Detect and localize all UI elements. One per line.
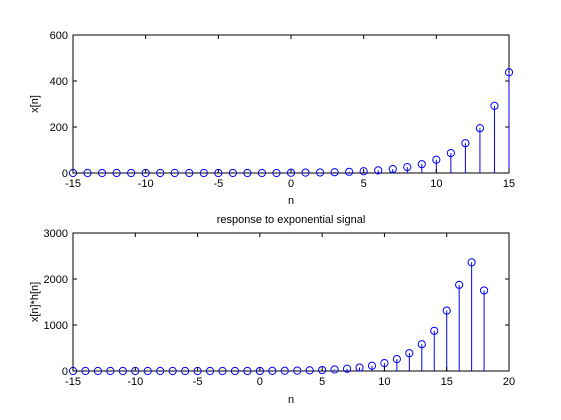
stem-marker: [228, 168, 237, 178]
y-tick-label: 1000: [44, 320, 68, 332]
stem-marker: [230, 366, 240, 376]
stem-marker: [432, 155, 441, 164]
stem-marker: [446, 149, 455, 158]
x-tick-label: -15: [65, 376, 81, 388]
stem-marker: [93, 366, 103, 376]
stem-marker: [293, 366, 302, 375]
stem-marker: [170, 168, 179, 178]
stem-marker: [156, 168, 165, 178]
stem-marker: [106, 366, 115, 376]
y-tick-label: 400: [50, 76, 68, 88]
y-tick-label: 2000: [44, 274, 68, 286]
x-tick-label: -15: [65, 178, 81, 190]
stem-marker: [374, 166, 383, 175]
stem-marker: [112, 168, 121, 178]
x-tick-label: 0: [288, 178, 294, 190]
stem-marker: [388, 164, 397, 174]
stem-marker: [442, 306, 451, 315]
stem-marker: [380, 359, 389, 368]
stem-marker: [181, 366, 190, 376]
bottom-plot-ticks: -15 -10 -5 0 5 10 15 20 0 1000 2000 3000: [44, 228, 516, 388]
stem-marker: [367, 361, 377, 370]
stem-marker: [143, 366, 152, 376]
stem-marker: [168, 366, 177, 376]
top-plot-stems: [68, 68, 514, 178]
stem-marker: [455, 280, 464, 289]
stem-marker: [504, 68, 514, 77]
y-tick-label: 0: [62, 168, 68, 180]
bottom-plot-title: response to exponential signal: [217, 214, 366, 226]
stem-marker: [359, 167, 368, 176]
x-tick-label: -10: [127, 376, 143, 388]
stem-marker: [205, 366, 215, 376]
x-tick-label: 15: [503, 178, 515, 190]
stem-marker: [479, 286, 489, 295]
top-plot-axes-box: [72, 34, 510, 174]
stem-marker: [305, 366, 314, 375]
stem-marker: [185, 168, 194, 178]
x-tick-label: -5: [193, 376, 203, 388]
stem-marker: [430, 326, 439, 335]
y-tick-label: 600: [50, 30, 68, 42]
bottom-plot-stems: [68, 258, 489, 376]
x-tick-label: 15: [441, 376, 453, 388]
x-tick-label: 0: [257, 376, 263, 388]
stem-marker: [417, 340, 426, 349]
top-plot-ticks: -15 -10 -5 0 5 10 15 0 200 400 600: [50, 30, 515, 190]
stem-marker: [243, 366, 252, 376]
x-tick-label: -5: [213, 178, 223, 190]
bottom-stem-plot: response to exponential signal -15 -10 -5 0…: [29, 214, 515, 406]
stem-marker: [280, 366, 289, 375]
stem-marker: [199, 168, 208, 178]
stem-marker: [243, 168, 252, 178]
stem-marker: [330, 365, 339, 374]
stem-marker: [318, 365, 327, 375]
stem-marker: [490, 101, 499, 110]
bottom-plot-xlabel: n: [288, 394, 294, 406]
stem-marker: [475, 124, 485, 133]
stem-marker: [81, 366, 90, 376]
bottom-plot-axes-box: [72, 232, 510, 372]
stem-marker: [330, 168, 339, 177]
stem-marker: [405, 349, 414, 358]
stem-marker: [127, 168, 136, 178]
top-plot-xlabel: n: [288, 195, 294, 207]
stem-marker: [218, 366, 227, 376]
stem-marker: [345, 167, 354, 176]
stem-marker: [301, 168, 310, 177]
x-tick-label: 5: [361, 178, 367, 190]
x-tick-label: 5: [319, 376, 325, 388]
top-plot-ylabel: x[n]: [29, 95, 41, 113]
stem-marker: [342, 364, 352, 373]
stem-marker: [257, 168, 267, 178]
stem-marker: [467, 258, 476, 267]
stem-marker: [417, 160, 426, 169]
stem-marker: [355, 363, 364, 372]
x-tick-label: 10: [430, 178, 442, 190]
stem-marker: [272, 168, 281, 178]
x-tick-label: 10: [378, 376, 390, 388]
y-tick-label: 200: [50, 122, 68, 134]
stem-marker: [97, 168, 107, 178]
stem-marker: [461, 139, 470, 148]
stem-marker: [83, 168, 92, 178]
stem-marker: [156, 366, 165, 376]
y-tick-label: 0: [62, 366, 68, 378]
y-tick-label: 3000: [44, 228, 68, 240]
stem-marker: [392, 355, 401, 364]
x-tick-label: -10: [138, 178, 154, 190]
stem-marker: [268, 366, 277, 375]
stem-marker: [403, 163, 412, 172]
x-tick-label: 20: [503, 376, 515, 388]
top-stem-plot: -15 -10 -5 0 5 10 15 0 200 400 600 n x[n]: [29, 30, 515, 207]
stem-marker: [315, 168, 325, 177]
stem-marker: [118, 366, 127, 376]
bottom-plot-ylabel: x[n]*h[n]: [29, 282, 41, 322]
